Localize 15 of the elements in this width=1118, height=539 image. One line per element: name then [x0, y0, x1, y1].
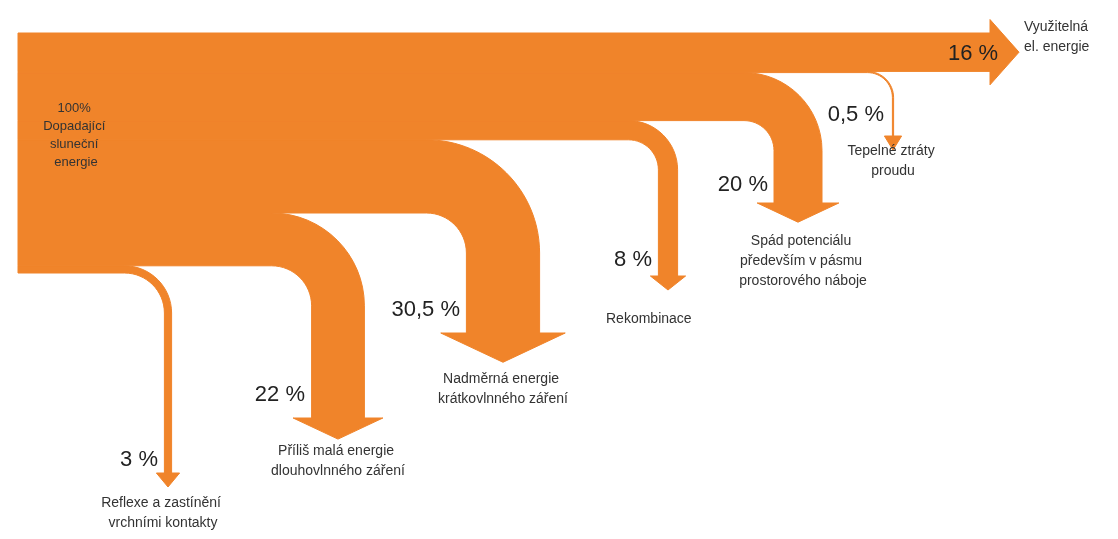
category-label: Využitelná el. energie	[1024, 18, 1092, 54]
category-label: Příliš malá energie dlouhovlnného záření	[271, 442, 406, 478]
text: 100% Dopadající sluneční energie	[43, 99, 109, 169]
category-label: Spád potenciálu především v pásmu prostorového náboje	[739, 232, 868, 288]
data-label: 20 %	[717, 170, 768, 196]
data-label: 8 %	[614, 245, 652, 271]
data-label: 30,5 %	[391, 295, 460, 321]
data-label: 16 %	[947, 39, 999, 65]
category-label: Tepelné ztráty proudu	[847, 142, 939, 178]
category-label: Reflexe a zastínění vrchními kontakty	[101, 494, 225, 530]
category-label: Rekombinace	[606, 310, 692, 326]
category-label: Nadměrná energie krátkovlnného záření	[438, 370, 569, 406]
data-label: 22 %	[254, 380, 305, 406]
data-label: 3 %	[120, 445, 158, 471]
data-label: 0,5 %	[827, 100, 884, 126]
